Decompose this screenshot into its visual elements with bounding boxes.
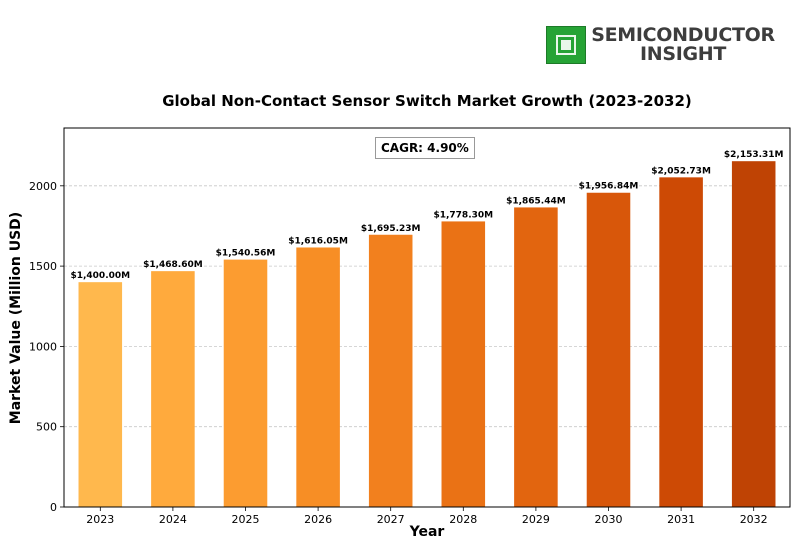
- x-axis-label: Year: [409, 524, 445, 540]
- data-label: $1,616.05M: [288, 236, 348, 246]
- y-tick-label: 1000: [29, 340, 57, 353]
- y-tick-label: 500: [36, 421, 57, 434]
- y-tick-label: 1500: [29, 260, 57, 273]
- x-tick-label: 2031: [667, 513, 695, 526]
- data-label: $1,468.60M: [143, 260, 203, 270]
- data-label: $1,400.00M: [70, 271, 130, 281]
- data-labels: $1,400.00M $1,468.60M $1,540.56M $1,616.05M…: [70, 150, 783, 281]
- data-label: $1,695.23M: [361, 224, 421, 234]
- semiconductor-insight-logo: SEMICONDUCTOR INSIGHT: [546, 26, 776, 66]
- x-tick-label: 2028: [449, 513, 477, 526]
- bar: [441, 221, 486, 507]
- data-label: $1,540.56M: [216, 249, 276, 259]
- data-label: $1,865.44M: [506, 196, 566, 206]
- bar: [151, 271, 195, 507]
- x-tick-label: 2024: [159, 513, 187, 526]
- bar: [659, 177, 703, 508]
- data-label: $2,052.73M: [651, 166, 711, 176]
- y-axis-label: Market Value (Million USD): [8, 211, 24, 425]
- chip-icon: [546, 26, 586, 64]
- bar: [223, 259, 268, 507]
- data-label: $2,153.31M: [724, 150, 784, 160]
- bar: [296, 247, 340, 507]
- cagr-annotation: CAGR: 4.90%: [375, 137, 475, 159]
- y-tick-label: 2000: [29, 180, 57, 193]
- bar: [586, 192, 631, 508]
- x-tick-label: 2027: [377, 513, 405, 526]
- x-tick-label: 2025: [232, 513, 260, 526]
- x-tick-label: 2029: [522, 513, 550, 526]
- logo-line-2: INSIGHT: [639, 43, 727, 65]
- chart-title: Global Non-Contact Sensor Switch Market …: [162, 92, 692, 110]
- axes: 0 500 1000 1500 2000 2023 2024 2025 2026 2027 2028…: [29, 127, 791, 526]
- x-tick-label: 2023: [86, 513, 114, 526]
- x-tick-label: 2030: [595, 513, 623, 526]
- data-label: $1,956.84M: [579, 182, 639, 192]
- bar: [368, 234, 413, 507]
- bar: [514, 207, 558, 508]
- plot-frame: [63, 127, 791, 508]
- bar: [731, 161, 776, 508]
- x-tick-label: 2026: [304, 513, 332, 526]
- x-tick-label: 2032: [740, 513, 768, 526]
- logo-text: SEMICONDUCTOR INSIGHT: [588, 26, 778, 64]
- logo-line-1: SEMICONDUCTOR: [591, 24, 775, 46]
- bar: [78, 282, 123, 507]
- y-tick-label: 0: [50, 501, 57, 514]
- bars: [78, 161, 776, 508]
- data-label: $1,778.30M: [433, 210, 493, 220]
